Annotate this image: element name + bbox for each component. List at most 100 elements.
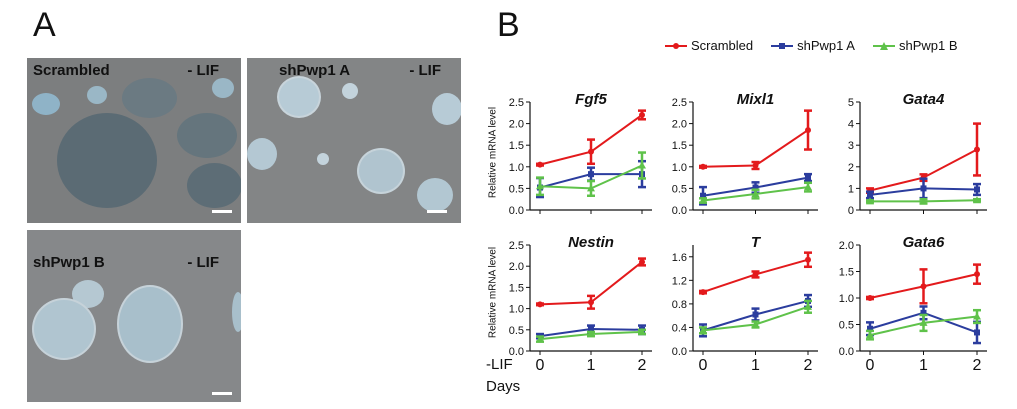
data-point [752, 162, 759, 169]
data-point [973, 196, 981, 204]
x-caption-days: Days [486, 378, 521, 395]
y-tick-label: 2.5 [509, 240, 524, 252]
data-point [588, 299, 594, 306]
y-tick-label: 3 [848, 140, 854, 152]
data-point [920, 283, 927, 290]
legend-item: shPwp1 B [872, 38, 958, 53]
micrograph-condition: - LIF [187, 62, 219, 79]
panel-label-a: A [33, 6, 56, 44]
data-point [751, 320, 760, 328]
legend-label: shPwp1 B [898, 38, 958, 53]
y-tick-label: 2.5 [672, 97, 687, 109]
y-tick-label: 1.5 [672, 140, 687, 152]
y-tick-label: 0.0 [672, 205, 687, 217]
micrograph-condition: - LIF [187, 254, 219, 271]
x-tick-label: 1 [587, 357, 596, 374]
data-point [639, 258, 645, 265]
data-point [920, 309, 927, 316]
data-point [537, 161, 543, 168]
legend-item: Scrambled [665, 38, 753, 53]
y-tick-label: 0.5 [672, 183, 687, 195]
data-point [805, 127, 811, 134]
y-tick-label: 0.0 [509, 205, 524, 217]
y-tick-label: 1.6 [672, 252, 687, 264]
y-tick-label: 4 [848, 119, 854, 131]
y-tick-label: 2.0 [672, 119, 687, 131]
data-point [867, 325, 873, 332]
micrograph-label: shPwp1 B [33, 254, 105, 271]
y-tick-label: 1.0 [839, 293, 854, 305]
scale-bar [427, 210, 447, 213]
data-point [751, 190, 760, 198]
x-caption-lif: -LIF [486, 356, 513, 373]
data-point [639, 111, 645, 118]
data-point [700, 192, 706, 199]
y-tick-label: 0.4 [672, 322, 687, 334]
data-point [866, 331, 874, 339]
y-tick-label: 0.5 [509, 325, 524, 337]
data-point [804, 302, 812, 310]
y-tick-label: 5 [848, 97, 854, 109]
data-point [867, 191, 873, 198]
data-point [920, 185, 927, 192]
y-tick-label: 1 [848, 183, 854, 195]
y-tick-label: 1.5 [509, 140, 524, 152]
y-tick-label: 1.0 [672, 162, 687, 174]
micrograph-shpwp1-a: shPwp1 A - LIF [247, 58, 461, 223]
micrograph-condition: - LIF [409, 62, 441, 79]
y-tick-label: 2 [848, 162, 854, 174]
x-tick-label: 2 [804, 357, 813, 374]
x-tick-label: 1 [751, 357, 760, 374]
data-point [536, 182, 544, 190]
legend-label: shPwp1 A [797, 38, 855, 53]
legend-marker-shpwp1-a [771, 42, 794, 49]
y-tick-label: 2.5 [509, 97, 524, 109]
x-tick-label: 2 [973, 357, 982, 374]
data-point [699, 326, 707, 334]
data-point [537, 301, 543, 308]
x-tick-label: 2 [638, 357, 647, 374]
data-point [638, 327, 646, 335]
y-tick-label: 1.5 [839, 267, 854, 279]
micrograph-scrambled: Scrambled - LIF [27, 58, 241, 223]
data-point [919, 318, 928, 326]
data-point [804, 183, 812, 191]
y-tick-label: 1.0 [509, 162, 524, 174]
y-tick-label: 0.0 [509, 346, 524, 358]
y-tick-label: 0 [848, 205, 854, 217]
legend-label: Scrambled [691, 38, 754, 53]
chart-title: T [751, 234, 762, 251]
y-tick-label: 0.0 [672, 346, 687, 358]
data-point [587, 330, 595, 338]
data-point [974, 186, 980, 193]
data-point [974, 271, 980, 278]
micrograph-label: Scrambled [33, 62, 110, 79]
x-tick-label: 0 [699, 357, 708, 374]
y-tick-label: 2.0 [839, 240, 854, 252]
micrograph-shpwp1-b: shPwp1 B - LIF [27, 230, 241, 402]
scale-bar [212, 210, 232, 213]
chart-title: Nestin [568, 234, 614, 251]
y-tick-label: 0.0 [839, 346, 854, 358]
data-point [699, 196, 707, 204]
data-point [974, 146, 980, 153]
x-tick-label: 0 [536, 357, 545, 374]
y-tick-label: 2.0 [509, 261, 524, 273]
y-tick-label: 1.5 [509, 282, 524, 294]
chart-title: Mixl1 [737, 91, 775, 108]
data-point [752, 311, 759, 318]
data-point [867, 295, 873, 301]
data-point [638, 161, 646, 169]
data-point [752, 271, 759, 278]
data-point [536, 335, 544, 343]
y-tick-label: 0.5 [509, 183, 524, 195]
scale-bar [212, 392, 232, 395]
y-tick-label: 0.8 [672, 299, 687, 311]
data-point [973, 312, 981, 320]
micrograph-label: shPwp1 A [279, 62, 351, 79]
y-tick-label: 1.2 [672, 275, 687, 287]
data-point [752, 184, 759, 191]
data-point [974, 329, 980, 336]
